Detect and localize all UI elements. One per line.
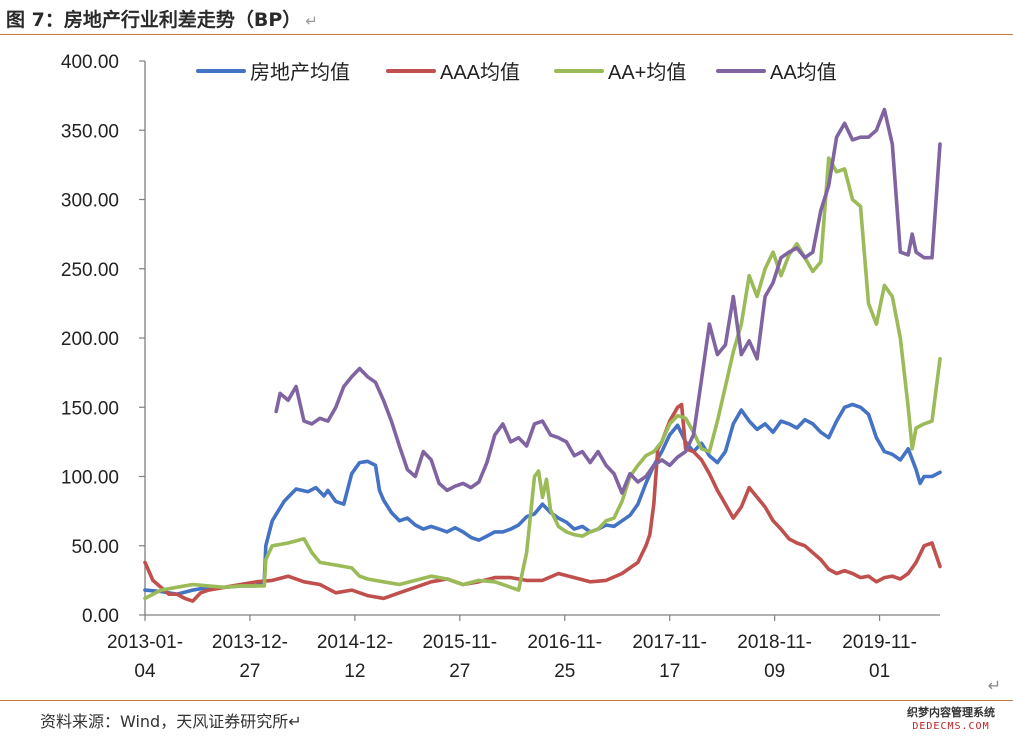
series-line-2 bbox=[143, 402, 942, 603]
return-mark-icon: ↵ bbox=[305, 12, 318, 30]
x-tick-label-day: 01 bbox=[869, 661, 890, 682]
x-tick-label-day: 17 bbox=[659, 661, 680, 682]
source-note: 资料来源：Wind，天风证券研究所↵ bbox=[40, 712, 302, 731]
legend-label: AAA均值 bbox=[440, 61, 520, 84]
title-bar: 图 7：房地产行业利差走势（BP） ↵ bbox=[0, 0, 1013, 35]
x-tick-label-day: 04 bbox=[134, 661, 156, 682]
series-line-1 bbox=[143, 402, 942, 596]
watermark-line1: 织梦内容管理系统 bbox=[907, 706, 995, 719]
line-chart: 0.00 50.00 100.00 150.00 200.00 250.00 300.00 3… bbox=[61, 52, 942, 682]
series-line-4 bbox=[274, 107, 942, 495]
x-tick-label: 2016-11- bbox=[527, 632, 602, 653]
x-tick-label-day: 09 bbox=[764, 661, 785, 682]
watermark-line2: DEDECMS.COM bbox=[912, 721, 990, 732]
x-tick-label: 2013-12- bbox=[212, 632, 288, 653]
chart-title: 图 7：房地产行业利差走势（BP） ↵ bbox=[6, 5, 318, 32]
y-tick-label: 200.00 bbox=[61, 329, 119, 350]
x-tick-label-day: 27 bbox=[449, 661, 470, 682]
x-tick-label: 2015-11- bbox=[422, 632, 497, 653]
x-tick-label: 2013-01- bbox=[107, 632, 183, 653]
watermark: 织梦内容管理系统 DEDECMS.COM bbox=[895, 706, 1007, 734]
y-tick-label: 300.00 bbox=[61, 191, 119, 212]
legend-label: AA+均值 bbox=[608, 61, 686, 84]
y-tick-label: 350.00 bbox=[61, 121, 119, 142]
x-tick-label: 2018-11- bbox=[737, 632, 812, 653]
footer-divider bbox=[0, 700, 1013, 701]
x-tick-label: 2017-11- bbox=[632, 632, 707, 653]
x-tick-label-day: 12 bbox=[344, 661, 365, 682]
legend-label: AA均值 bbox=[770, 61, 837, 84]
y-tick-label: 50.00 bbox=[71, 537, 119, 558]
y-tick-label: 100.00 bbox=[61, 468, 119, 489]
series-line-3 bbox=[143, 156, 942, 601]
title-text: 图 7：房地产行业利差走势（BP） bbox=[6, 9, 302, 31]
legend-label: 房地产均值 bbox=[250, 61, 350, 84]
x-tick-label-day: 27 bbox=[239, 661, 260, 682]
y-tick-label: 250.00 bbox=[61, 260, 119, 281]
y-tick-label: 150.00 bbox=[61, 398, 119, 419]
x-tick-label-day: 25 bbox=[554, 661, 575, 682]
y-tick-label: 400.00 bbox=[61, 52, 119, 73]
return-mark-icon-corner: ↵ bbox=[987, 678, 1001, 695]
x-tick-label: 2019-11- bbox=[842, 632, 917, 653]
x-tick-label: 2014-12- bbox=[317, 632, 393, 653]
y-tick-label: 0.00 bbox=[82, 606, 119, 627]
